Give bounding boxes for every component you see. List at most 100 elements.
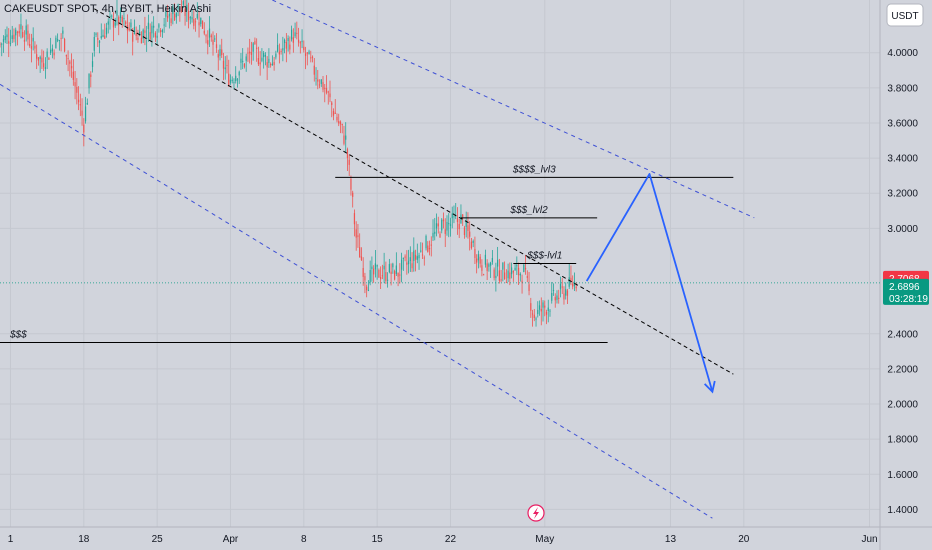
candle-body [222, 60, 225, 69]
candle-body [34, 45, 36, 49]
candle-body [366, 286, 368, 291]
candle-body [484, 254, 487, 265]
candle-body [446, 221, 448, 231]
candle-body [481, 265, 483, 271]
candle-body [425, 235, 427, 249]
time-tick-label: 18 [78, 534, 90, 545]
candle-body [497, 259, 499, 267]
candle-body [467, 225, 469, 231]
annotation-layer: $$$$_lvl3 $$$_lvl2 $$$-lvl1 $$$ [0, 0, 755, 519]
candle-body [507, 270, 509, 279]
candle-body [114, 22, 116, 26]
candle-body [263, 52, 265, 58]
candle-body [121, 16, 123, 23]
candle-body [392, 263, 394, 268]
candle-body [299, 42, 301, 44]
candle-body [147, 22, 150, 29]
candle-body [139, 31, 141, 35]
candle-body [383, 265, 385, 270]
candle-body [18, 30, 20, 34]
candle-body [369, 269, 371, 283]
candle-body [360, 256, 363, 260]
price-tick-label: 3.2000 [887, 189, 918, 200]
candle-body [493, 269, 495, 278]
candle-body [177, 4, 179, 10]
candle-body [339, 121, 342, 125]
candle-body [156, 35, 158, 38]
candle-body [575, 286, 577, 289]
candle-body [400, 259, 403, 270]
price-tick-label: 2.2000 [887, 364, 918, 375]
candle-body [20, 24, 22, 30]
candle-body [290, 29, 293, 40]
candle-body [105, 27, 108, 35]
candle-body [343, 135, 345, 144]
currency-button-label[interactable]: USDT [891, 11, 918, 22]
time-tick-label: Apr [223, 534, 239, 545]
candle-body [29, 44, 31, 46]
price-marker-badge [883, 278, 929, 305]
candle-body [118, 17, 120, 26]
candle-body [142, 29, 144, 39]
candle-body [292, 37, 294, 43]
price-tick-label: 3.8000 [887, 83, 918, 94]
lightning-icon[interactable] [527, 504, 545, 522]
candle-body [352, 192, 354, 197]
candle-body [458, 223, 460, 230]
candle-body [297, 39, 300, 43]
candle-body [51, 48, 53, 52]
candle-body [194, 21, 197, 23]
time-axis[interactable]: 1 18 25 Apr 8 15 22 May 13 20 Jun [0, 526, 932, 545]
currency-button[interactable]: USDT [886, 3, 924, 27]
currency-button-frame[interactable] [886, 3, 924, 27]
candle-body [283, 39, 286, 43]
candle-body [229, 79, 232, 83]
candle-body [486, 263, 488, 272]
candle-body [510, 267, 513, 275]
candle-body [469, 231, 471, 237]
candle-body [65, 54, 67, 57]
candle-body [533, 314, 535, 318]
candle-body [332, 111, 335, 116]
candle-body [90, 74, 92, 77]
candle-body [231, 79, 233, 82]
candle-body [516, 265, 518, 267]
candle-body [345, 135, 347, 140]
candle-body [228, 73, 230, 86]
candle-body [102, 34, 104, 37]
candle-body [503, 272, 506, 279]
candle-body [41, 57, 43, 63]
candle-body [173, 13, 176, 21]
candle-body [111, 15, 113, 17]
candle-body [125, 21, 127, 25]
candle-body [421, 254, 424, 256]
candle-body [226, 65, 228, 67]
candle-body [22, 32, 24, 37]
candle-body [144, 30, 146, 33]
candle-body [544, 305, 546, 308]
candle-body [280, 50, 282, 52]
candle-body [182, 1, 184, 5]
candle-body [63, 38, 66, 52]
candle-body [388, 264, 390, 273]
candle-body [505, 282, 507, 284]
forecast-arrow-head [703, 380, 716, 394]
candle-body [289, 44, 291, 50]
candle-body [523, 264, 525, 272]
candle-body [207, 40, 209, 45]
time-tick-label: 22 [445, 534, 457, 545]
candle-body [266, 62, 268, 68]
candle-body [528, 284, 530, 291]
candle-body [57, 39, 59, 41]
price-tick-label: 3.4000 [887, 154, 918, 165]
candle-body [242, 60, 244, 62]
candle-body [46, 51, 48, 58]
candle-body [224, 67, 226, 70]
candle-body [558, 297, 560, 300]
candle-body [160, 30, 162, 33]
candle-body [97, 37, 99, 40]
candle-body [414, 254, 417, 260]
candle-body [350, 178, 352, 190]
candle-body [25, 25, 27, 35]
